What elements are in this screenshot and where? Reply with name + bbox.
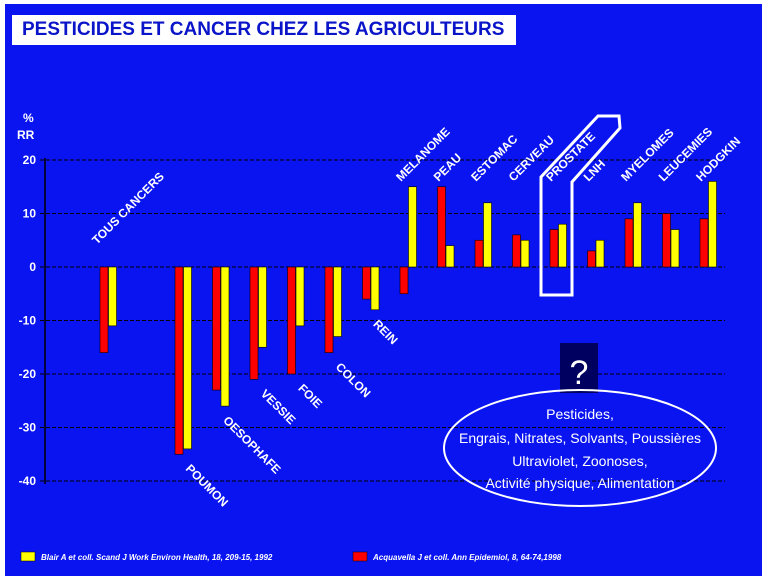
- bar-yellow: [595, 239, 605, 268]
- category-label: TOUS CANCERS: [89, 169, 167, 247]
- bar-red: [324, 266, 334, 353]
- bar-red: [287, 266, 296, 375]
- bar-red: [549, 229, 559, 268]
- bar-red: [399, 266, 409, 295]
- legend-label-blair: Blair A et coll. Scand J Work Environ He…: [41, 553, 273, 562]
- bar-yellow: [183, 266, 192, 450]
- slide-title: PESTICIDES ET CANCER CHEZ LES AGRICULTEU…: [12, 15, 516, 45]
- bar-red: [362, 266, 371, 300]
- bar-red: [699, 218, 709, 268]
- bar-red: [249, 266, 259, 380]
- bar-red: [512, 234, 521, 268]
- category-label: LNH: [581, 157, 608, 184]
- bar-red: [437, 186, 446, 268]
- bar-red: [99, 266, 109, 353]
- bar-yellow: [558, 223, 567, 268]
- prostate-highlight: [539, 114, 622, 297]
- bar-yellow: [258, 266, 267, 348]
- bar-yellow: [220, 266, 230, 407]
- bar-red: [474, 239, 484, 268]
- category-label: REIN: [370, 317, 400, 347]
- bar-yellow: [483, 202, 492, 268]
- bar-yellow: [370, 266, 380, 311]
- question-box: [560, 343, 598, 393]
- y-tick-label: -10: [19, 314, 37, 328]
- y-label-percent: %: [23, 111, 34, 125]
- factors-ellipse: [443, 389, 717, 507]
- y-tick-label: 10: [23, 207, 37, 221]
- factor-line: Pesticides,: [546, 406, 614, 422]
- y-tick-label: -20: [19, 367, 37, 381]
- factor-line: Activité physique, Alimentation: [485, 475, 674, 491]
- y-tick-label: -30: [19, 421, 37, 435]
- bar-yellow: [633, 202, 642, 268]
- bar-yellow: [333, 266, 342, 337]
- category-label: PEAU: [431, 151, 464, 184]
- bar-red: [624, 218, 634, 268]
- y-tick-label: 0: [29, 260, 36, 274]
- category-label: COLON: [333, 360, 374, 401]
- bar-yellow: [708, 181, 717, 268]
- factor-line: Engrais, Nitrates, Solvants, Poussières: [459, 430, 701, 446]
- bar-yellow: [520, 239, 530, 268]
- question-mark: ?: [570, 354, 589, 392]
- category-label: POUMON: [183, 461, 231, 509]
- factor-line: Ultraviolet, Zoonoses,: [512, 453, 647, 469]
- y-tick-label: -40: [19, 474, 37, 488]
- bar-yellow: [670, 229, 680, 268]
- bar-yellow: [408, 186, 417, 268]
- y-label-rr: RR: [17, 128, 35, 142]
- bar-red: [587, 250, 596, 268]
- legend-swatch-yellow: [20, 551, 36, 562]
- category-label: OESOPHAFE: [220, 413, 283, 476]
- bar-yellow: [445, 245, 455, 268]
- bar-red: [174, 266, 184, 455]
- bar-yellow: [295, 266, 305, 327]
- legend-label-acquavella: Acquavella J et coll. Ann Epidemiol, 8, …: [372, 553, 562, 562]
- legend-swatch-red: [352, 551, 368, 562]
- y-tick-label: 20: [23, 153, 37, 167]
- bar-yellow: [108, 266, 117, 327]
- category-label: VESSIE: [258, 387, 299, 428]
- bar-red: [212, 266, 221, 391]
- category-label: FOIE: [295, 381, 325, 411]
- bar-red: [662, 213, 671, 268]
